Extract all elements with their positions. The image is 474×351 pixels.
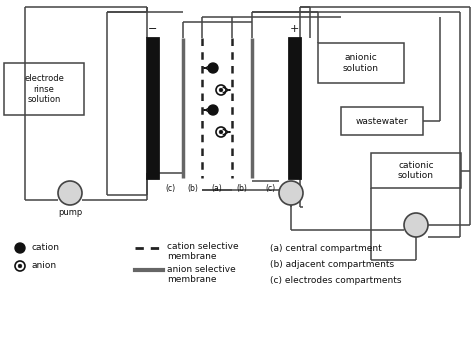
Circle shape <box>208 63 218 73</box>
Circle shape <box>208 105 218 115</box>
Circle shape <box>219 130 223 134</box>
Text: (c) electrodes compartments: (c) electrodes compartments <box>270 276 401 285</box>
Circle shape <box>58 181 82 205</box>
Text: (c): (c) <box>265 184 275 193</box>
Text: (a): (a) <box>211 184 222 193</box>
Circle shape <box>279 181 303 205</box>
Text: cation: cation <box>31 244 59 252</box>
Circle shape <box>216 85 226 95</box>
Text: anionic
solution: anionic solution <box>343 53 379 73</box>
Text: cationic
solution: cationic solution <box>398 161 434 180</box>
Circle shape <box>18 264 22 268</box>
Circle shape <box>15 243 25 253</box>
Bar <box>4 63 84 115</box>
Bar <box>289 38 300 178</box>
Text: +: + <box>290 24 299 34</box>
Circle shape <box>216 127 226 137</box>
Text: anion: anion <box>31 261 56 271</box>
Circle shape <box>404 213 428 237</box>
Text: (c): (c) <box>165 184 175 193</box>
Bar <box>341 107 423 135</box>
Bar <box>147 38 158 178</box>
Text: (b) adjacent compartments: (b) adjacent compartments <box>270 260 394 269</box>
Text: cation selective
membrane: cation selective membrane <box>167 242 238 261</box>
Circle shape <box>219 88 223 92</box>
Bar <box>371 153 461 188</box>
Text: wastewater: wastewater <box>356 117 408 126</box>
Text: electrode
rinse
solution: electrode rinse solution <box>24 74 64 104</box>
Bar <box>318 43 404 83</box>
Text: (b): (b) <box>237 184 247 193</box>
Text: anion selective
membrane: anion selective membrane <box>167 265 236 284</box>
Text: (b): (b) <box>187 184 198 193</box>
Circle shape <box>15 261 25 271</box>
Text: pump: pump <box>58 208 82 217</box>
Text: −: − <box>148 24 157 34</box>
Text: (a) central compartment: (a) central compartment <box>270 244 382 253</box>
